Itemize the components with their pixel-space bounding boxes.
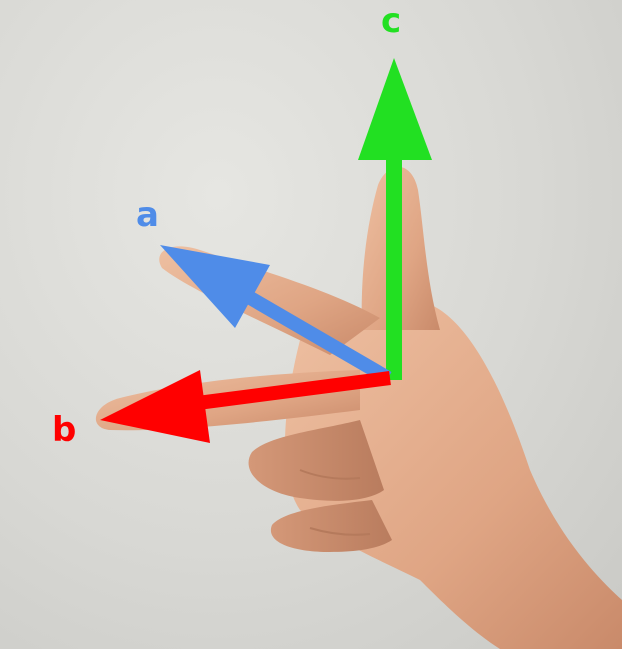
pinky-finger — [270, 500, 392, 552]
ring-finger — [248, 420, 384, 501]
vector-a-arrow — [160, 245, 392, 385]
vector-b-label: b — [52, 410, 77, 450]
vector-c-arrow — [358, 58, 432, 380]
knuckle-crease — [309, 527, 371, 536]
knuckle-crease — [299, 469, 361, 480]
vector-c-label: c — [381, 1, 402, 41]
vector-b-arrow — [100, 370, 391, 443]
vector-a-label: a — [136, 195, 159, 235]
